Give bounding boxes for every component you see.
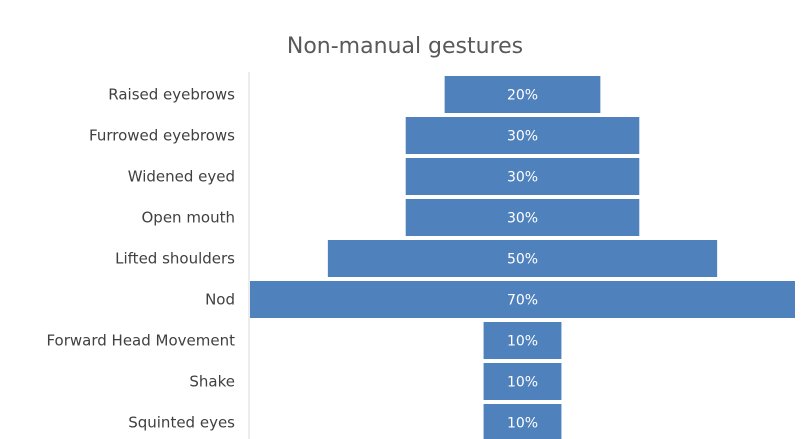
bar-value-label: 10% bbox=[507, 334, 538, 350]
bar bbox=[405, 117, 640, 154]
bar bbox=[483, 322, 562, 359]
category-label: Lifted shoulders bbox=[115, 250, 235, 268]
bar-value-label: 30% bbox=[507, 129, 538, 145]
category-label: Nod bbox=[205, 291, 235, 309]
category-label: Raised eyebrows bbox=[108, 86, 235, 104]
category-label: Shake bbox=[189, 373, 235, 391]
category-label: Widened eyed bbox=[128, 168, 235, 186]
bar-value-label: 10% bbox=[507, 375, 538, 391]
bar-value-label: 10% bbox=[507, 416, 538, 432]
data-labels: 20% 30% 30% 30% 50% 70% 10% 10% 10% bbox=[507, 88, 538, 432]
category-label: Forward Head Movement bbox=[46, 332, 235, 350]
category-label: Open mouth bbox=[141, 209, 235, 227]
category-label: Squinted eyes bbox=[128, 414, 235, 432]
bar bbox=[483, 404, 562, 439]
bar bbox=[327, 240, 718, 277]
bar-value-label: 70% bbox=[507, 293, 538, 309]
bar bbox=[483, 363, 562, 400]
bar-value-label: 50% bbox=[507, 252, 538, 268]
bar-value-label: 30% bbox=[507, 211, 538, 227]
bar bbox=[405, 199, 640, 236]
bar bbox=[250, 281, 795, 318]
bar-value-label: 20% bbox=[507, 88, 538, 104]
category-label: Furrowed eyebrows bbox=[89, 127, 235, 145]
category-labels: Raised eyebrows Furrowed eyebrows Widened … bbox=[46, 86, 235, 432]
bar bbox=[405, 158, 640, 195]
bar-value-label: 30% bbox=[507, 170, 538, 186]
bar bbox=[444, 76, 601, 113]
chart-title: Non-manual gestures bbox=[287, 34, 523, 59]
bars bbox=[250, 76, 795, 439]
